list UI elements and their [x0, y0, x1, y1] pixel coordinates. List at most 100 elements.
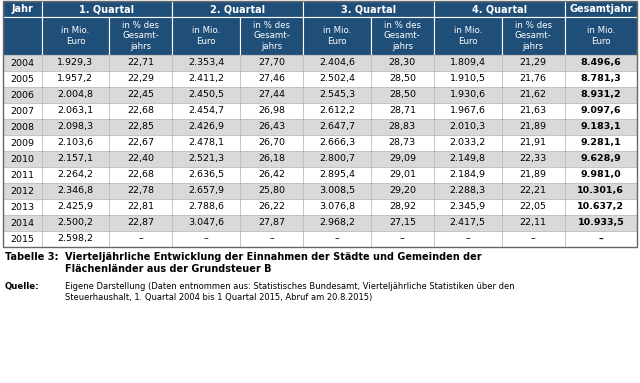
Bar	[502, 87, 564, 103]
Bar	[502, 167, 564, 183]
Text: 28,50: 28,50	[389, 75, 416, 83]
Bar	[172, 231, 240, 247]
Text: 10.933,5: 10.933,5	[577, 218, 624, 228]
Text: 2.346,8: 2.346,8	[58, 187, 93, 195]
Bar	[240, 167, 303, 183]
Bar	[434, 1, 564, 17]
Bar	[109, 103, 172, 119]
Bar	[240, 151, 303, 167]
Bar	[502, 71, 564, 87]
Text: 27,15: 27,15	[389, 218, 416, 228]
Text: 28,83: 28,83	[388, 123, 416, 131]
Bar	[564, 17, 637, 55]
Text: 2.895,4: 2.895,4	[319, 170, 355, 180]
Text: 10.637,2: 10.637,2	[577, 203, 624, 211]
Bar	[434, 183, 502, 199]
Text: –: –	[400, 234, 404, 244]
Bar	[42, 215, 109, 231]
Bar	[3, 1, 42, 17]
Bar	[240, 17, 303, 55]
Bar	[434, 55, 502, 71]
Bar	[109, 167, 172, 183]
Bar	[3, 231, 42, 247]
Text: 2.800,7: 2.800,7	[319, 154, 355, 164]
Bar	[240, 55, 303, 71]
Text: 26,70: 26,70	[258, 139, 285, 147]
Text: in Mio.
Euro: in Mio. Euro	[323, 26, 351, 46]
Text: 29,01: 29,01	[389, 170, 416, 180]
Bar	[502, 17, 564, 55]
Bar	[564, 103, 637, 119]
Text: 22,87: 22,87	[127, 218, 154, 228]
Text: in Mio.
Euro: in Mio. Euro	[61, 26, 90, 46]
Text: 21,89: 21,89	[520, 170, 547, 180]
Text: 2.264,2: 2.264,2	[58, 170, 93, 180]
Bar	[240, 103, 303, 119]
Bar	[172, 151, 240, 167]
Text: 2.103,6: 2.103,6	[58, 139, 93, 147]
Bar	[434, 199, 502, 215]
Text: 26,43: 26,43	[258, 123, 285, 131]
Bar	[42, 183, 109, 199]
Bar	[502, 215, 564, 231]
Text: 2.636,5: 2.636,5	[188, 170, 224, 180]
Bar	[371, 215, 434, 231]
Bar	[434, 71, 502, 87]
Text: 21,62: 21,62	[520, 90, 547, 100]
Text: 27,70: 27,70	[258, 59, 285, 67]
Text: 2.345,9: 2.345,9	[450, 203, 486, 211]
Bar	[3, 167, 42, 183]
Bar	[303, 103, 371, 119]
Text: 2. Quartal: 2. Quartal	[210, 4, 265, 14]
Text: 22,71: 22,71	[127, 59, 154, 67]
Text: –: –	[269, 234, 274, 244]
Text: in Mio.
Euro: in Mio. Euro	[454, 26, 482, 46]
Bar	[3, 17, 42, 55]
Text: 2014: 2014	[10, 218, 35, 228]
Text: 2015: 2015	[10, 234, 35, 244]
Text: 27,87: 27,87	[258, 218, 285, 228]
Text: 26,42: 26,42	[258, 170, 285, 180]
Text: 2.545,3: 2.545,3	[319, 90, 355, 100]
Text: 9.628,9: 9.628,9	[580, 154, 621, 164]
Bar	[42, 55, 109, 71]
Bar	[502, 55, 564, 71]
Bar	[303, 199, 371, 215]
Text: Quelle:: Quelle:	[5, 282, 40, 291]
Text: 3.008,5: 3.008,5	[319, 187, 355, 195]
Bar	[564, 71, 637, 87]
Bar	[502, 119, 564, 135]
Text: 2.657,9: 2.657,9	[188, 187, 224, 195]
Text: 2.063,1: 2.063,1	[58, 106, 93, 116]
Text: in Mio.
Euro: in Mio. Euro	[192, 26, 220, 46]
Text: 2.598,2: 2.598,2	[58, 234, 93, 244]
Bar	[303, 1, 434, 17]
Text: –: –	[465, 234, 470, 244]
Text: 2.478,1: 2.478,1	[188, 139, 224, 147]
Text: 2.004,8: 2.004,8	[58, 90, 93, 100]
Text: 28,50: 28,50	[389, 90, 416, 100]
Bar	[3, 215, 42, 231]
Bar	[172, 183, 240, 199]
Bar	[109, 215, 172, 231]
Text: 2.500,2: 2.500,2	[58, 218, 93, 228]
Bar	[240, 183, 303, 199]
Bar	[42, 103, 109, 119]
Bar	[564, 231, 637, 247]
Text: 26,18: 26,18	[258, 154, 285, 164]
Bar	[303, 119, 371, 135]
Text: Gesamtjahr: Gesamtjahr	[569, 4, 632, 14]
Text: 2.502,4: 2.502,4	[319, 75, 355, 83]
Text: 2.404,6: 2.404,6	[319, 59, 355, 67]
Text: Eigene Darstellung (Daten entnommen aus: Statistisches Bundesamt, Vierteljährlic: Eigene Darstellung (Daten entnommen aus:…	[65, 282, 515, 302]
Text: 22,05: 22,05	[520, 203, 547, 211]
Bar	[42, 1, 172, 17]
Text: 2009: 2009	[10, 139, 35, 147]
Bar	[42, 199, 109, 215]
Bar	[502, 183, 564, 199]
Bar	[303, 17, 371, 55]
Text: 3.076,8: 3.076,8	[319, 203, 355, 211]
Text: in Mio.
Euro: in Mio. Euro	[587, 26, 615, 46]
Bar	[3, 103, 42, 119]
Text: 2.521,3: 2.521,3	[188, 154, 224, 164]
